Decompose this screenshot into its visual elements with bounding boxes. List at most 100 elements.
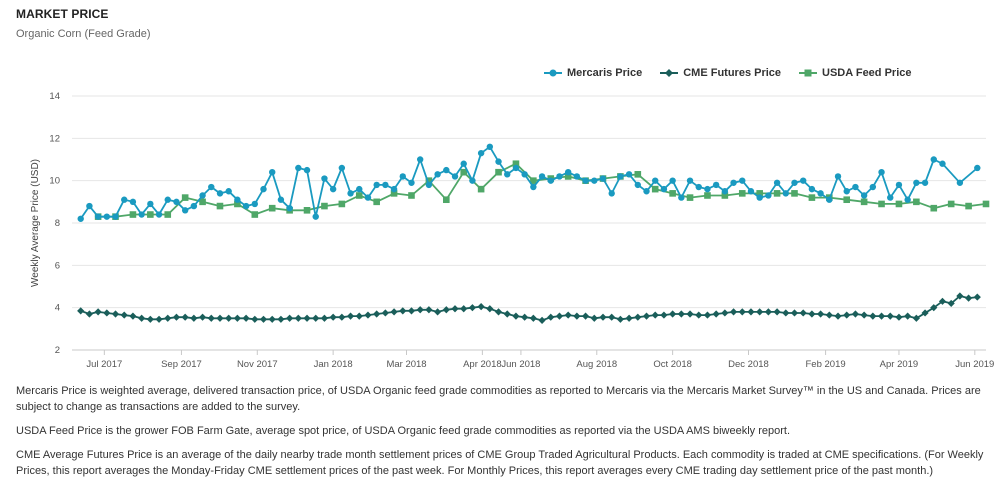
data-point xyxy=(321,202,328,210)
data-point xyxy=(373,310,381,318)
data-point xyxy=(887,194,894,201)
y-axis-label: Weekly Average Price (USD) xyxy=(30,159,41,287)
data-point xyxy=(147,211,154,218)
data-point xyxy=(773,190,781,197)
data-point xyxy=(721,188,729,195)
data-point xyxy=(739,177,746,184)
data-point xyxy=(974,164,981,172)
x-tick-label: Apr 2018 xyxy=(463,359,502,370)
data-point xyxy=(878,200,885,208)
series-cme xyxy=(77,292,981,324)
data-point xyxy=(277,315,285,323)
data-point xyxy=(634,181,642,189)
data-point xyxy=(242,202,250,210)
data-point xyxy=(181,207,189,214)
data-point xyxy=(425,181,433,189)
data-point xyxy=(373,181,380,189)
data-point xyxy=(782,190,789,197)
data-point xyxy=(521,313,529,321)
data-point xyxy=(591,177,598,184)
y-tick-label: 10 xyxy=(49,176,60,187)
diamond-marker-icon xyxy=(660,69,679,77)
data-point xyxy=(434,171,441,178)
data-point xyxy=(416,306,424,314)
data-point xyxy=(364,194,372,201)
data-point xyxy=(634,313,642,321)
data-point xyxy=(477,149,485,157)
data-point xyxy=(669,177,676,184)
data-point xyxy=(956,179,964,186)
data-point xyxy=(268,204,276,212)
data-point xyxy=(512,160,520,168)
data-point xyxy=(382,181,389,189)
y-tick-label: 2 xyxy=(55,345,60,356)
series-mercaris xyxy=(77,143,981,222)
data-point xyxy=(434,308,442,316)
data-point xyxy=(121,196,128,203)
data-point xyxy=(947,200,955,208)
data-point xyxy=(799,309,807,317)
data-point xyxy=(791,190,798,197)
data-point xyxy=(965,202,972,210)
data-point xyxy=(207,314,215,322)
data-point xyxy=(573,173,581,180)
data-point xyxy=(77,215,84,222)
data-point xyxy=(564,311,572,319)
data-point xyxy=(555,312,564,320)
data-point xyxy=(381,309,389,317)
x-tick-label: Nov 2017 xyxy=(237,359,278,370)
data-point xyxy=(155,211,163,218)
legend-item-cme[interactable]: CME Futures Price xyxy=(660,67,781,79)
data-point xyxy=(355,192,363,199)
legend-item-mercaris[interactable]: Mercaris Price xyxy=(544,67,642,79)
data-point xyxy=(425,177,433,184)
data-point xyxy=(146,315,154,323)
data-point xyxy=(660,185,668,193)
data-point xyxy=(477,303,485,311)
data-point xyxy=(704,192,711,199)
data-point xyxy=(608,313,616,321)
data-point xyxy=(912,314,920,322)
data-point xyxy=(190,202,198,210)
data-point xyxy=(512,312,520,320)
data-point xyxy=(469,177,476,184)
data-point xyxy=(390,190,398,197)
data-point xyxy=(460,305,468,313)
data-point xyxy=(590,314,598,322)
data-point xyxy=(468,304,477,312)
data-point xyxy=(617,173,624,180)
data-point xyxy=(346,312,355,320)
legend-item-usda[interactable]: USDA Feed Price xyxy=(799,67,912,79)
data-point xyxy=(443,166,450,174)
data-point xyxy=(564,173,572,180)
data-point xyxy=(172,313,181,321)
data-point xyxy=(338,313,346,321)
grid-lines xyxy=(72,95,986,351)
data-point xyxy=(616,315,624,323)
y-tick-label: 4 xyxy=(55,303,60,314)
circle-marker-icon xyxy=(544,69,562,77)
data-point xyxy=(791,179,798,186)
data-point xyxy=(956,292,964,300)
data-point xyxy=(94,213,102,220)
data-point xyxy=(756,190,763,197)
data-point xyxy=(695,183,702,191)
data-point xyxy=(399,173,406,180)
data-point xyxy=(800,177,807,184)
data-point xyxy=(843,196,851,204)
data-point xyxy=(129,211,137,218)
data-point xyxy=(512,164,520,172)
data-point xyxy=(921,309,929,317)
data-point xyxy=(85,310,94,318)
data-point xyxy=(913,179,920,186)
data-point xyxy=(860,198,868,206)
data-point xyxy=(860,192,868,199)
data-point xyxy=(686,194,694,201)
note-cme: CME Average Futures Price is an average … xyxy=(16,449,984,477)
data-point xyxy=(216,314,224,322)
data-point xyxy=(242,314,250,322)
data-point xyxy=(390,185,398,193)
data-point xyxy=(234,200,241,208)
data-point xyxy=(477,185,485,193)
data-point xyxy=(869,183,877,191)
